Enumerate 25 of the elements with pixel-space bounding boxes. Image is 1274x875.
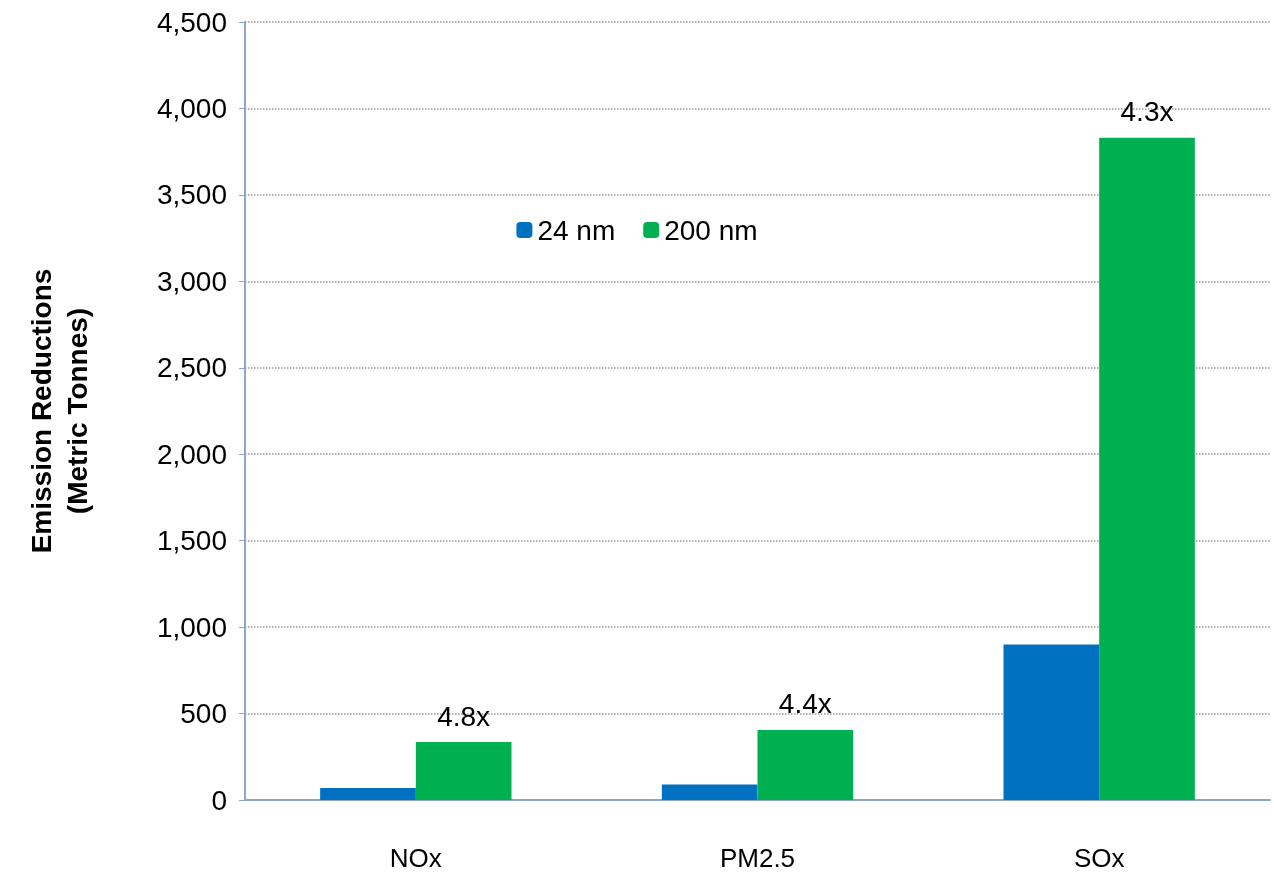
bar [415, 742, 512, 800]
bar [320, 787, 416, 800]
legend-label: 200 nm [664, 214, 758, 246]
x-tick-label: PM2.5 [719, 843, 796, 873]
bar [661, 784, 758, 800]
annotation: 4.8x [437, 700, 491, 732]
y-axis-title: Emission Reductions (Metric Tonnes) [25, 268, 93, 554]
y-tick-label: 2,000 [156, 438, 227, 470]
legend-label: 24 nm [537, 214, 616, 246]
annotation: 4.3x [1120, 96, 1174, 128]
bar [757, 729, 854, 800]
y-tick-label: 4,500 [156, 6, 227, 38]
y-tick-label: 3,500 [156, 179, 227, 211]
bar [1099, 137, 1195, 800]
y-tick-label: 0 [211, 784, 227, 816]
y-tick-label: 1,000 [156, 611, 227, 643]
x-tick-label: SOx [1073, 843, 1125, 873]
y-tick-label: 4,000 [156, 92, 227, 124]
x-tick-label: NOx [389, 843, 442, 873]
annotation: 4.4x [778, 688, 832, 720]
y-tick-label: 1,500 [156, 525, 227, 557]
bar [1003, 644, 1100, 800]
y-tick-label: 500 [180, 698, 227, 730]
y-tick-label: 3,000 [156, 265, 227, 297]
y-tick-label: 2,500 [156, 352, 227, 384]
